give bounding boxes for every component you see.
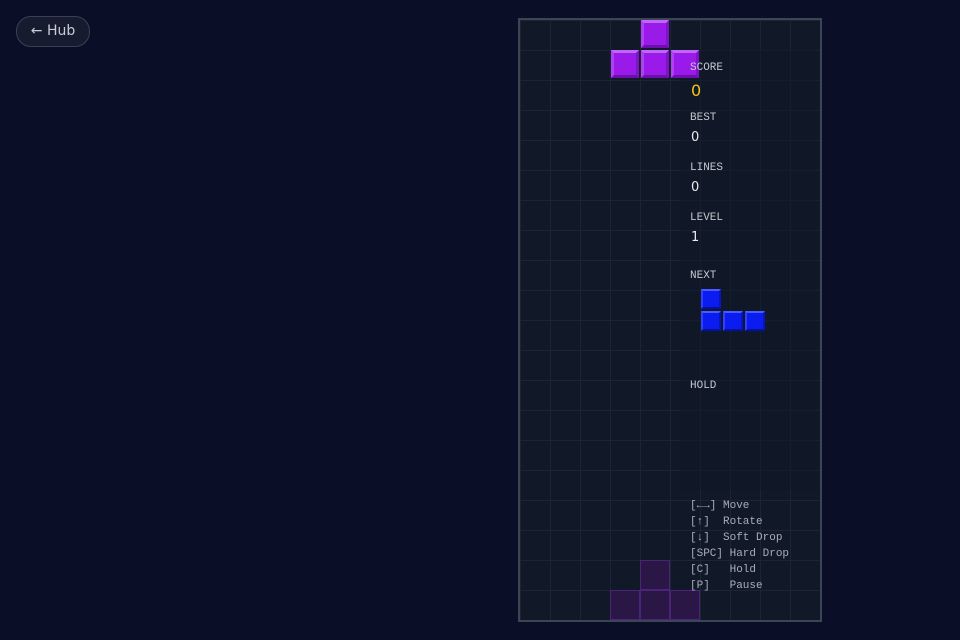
- control-hint: [SPC] Hard Drop: [690, 548, 790, 560]
- side-panel: [680, 50, 818, 490]
- stat-value: 0: [691, 81, 702, 100]
- stat-label: LEVEL: [690, 212, 724, 224]
- hold-label: HOLD: [690, 380, 717, 392]
- ghost-block: [640, 560, 670, 590]
- next-block: [745, 311, 765, 331]
- next-block: [701, 289, 721, 309]
- active-block: [641, 50, 669, 78]
- hub-button[interactable]: ← Hub: [16, 16, 90, 47]
- next-label: NEXT: [690, 270, 717, 282]
- stat-value: 1: [691, 230, 700, 245]
- control-hint: [P] Pause: [690, 580, 763, 592]
- stat-value: 0: [691, 130, 700, 145]
- control-hint: [↓] Soft Drop: [690, 532, 783, 544]
- control-hint: [↑] Rotate: [690, 516, 763, 528]
- next-block: [701, 311, 721, 331]
- ghost-block: [670, 590, 700, 620]
- ghost-block: [640, 590, 670, 620]
- control-hint: [←→] Move: [690, 500, 750, 512]
- active-block: [611, 50, 639, 78]
- next-block: [723, 311, 743, 331]
- stat-label: SCORE: [690, 62, 724, 74]
- active-block: [671, 50, 699, 78]
- stat-label: LINES: [690, 162, 724, 174]
- stat-value: 0: [691, 180, 700, 195]
- ghost-block: [610, 590, 640, 620]
- active-block: [641, 20, 669, 48]
- control-hint: [C] Hold: [690, 564, 757, 576]
- stat-label: BEST: [690, 112, 717, 124]
